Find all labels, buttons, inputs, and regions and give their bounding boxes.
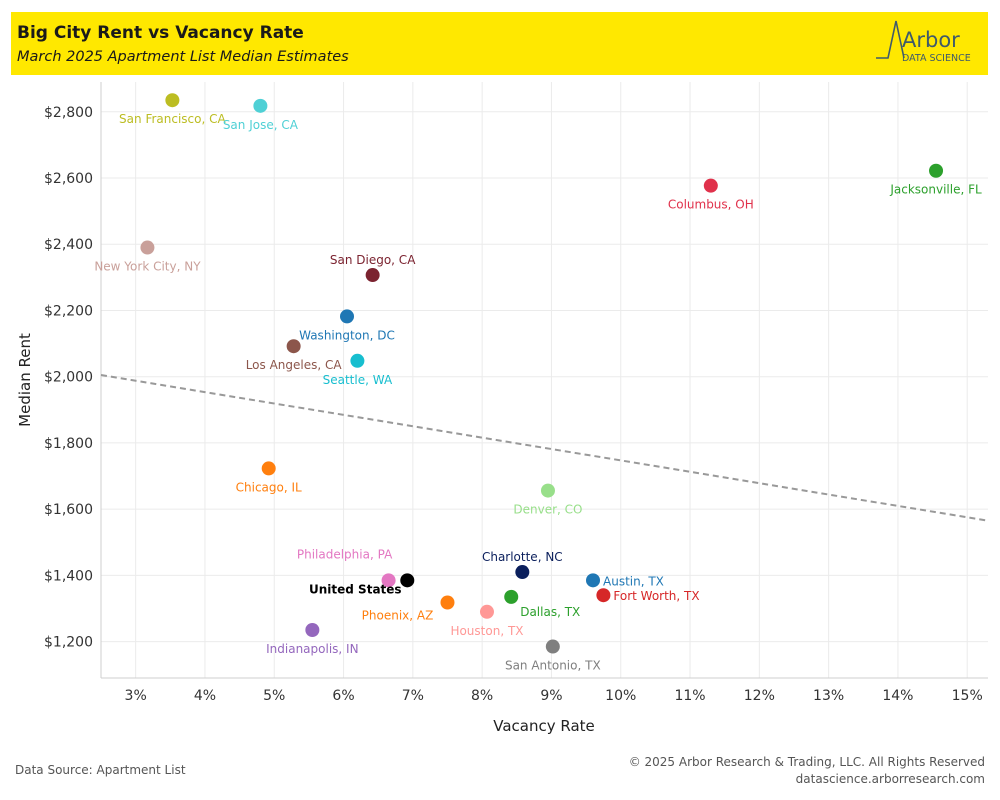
- logo-tagline: DATA SCIENCE: [902, 53, 971, 64]
- point-label: Denver, CO: [513, 503, 582, 517]
- x-tick-label: 3%: [125, 688, 147, 704]
- data-source: Data Source: Apartment List: [15, 763, 186, 777]
- y-tick-label: $2,200: [44, 303, 93, 319]
- x-tick-label: 4%: [194, 688, 216, 704]
- x-tick-label: 9%: [540, 688, 562, 704]
- x-tick-label: 5%: [263, 688, 285, 704]
- data-point[interactable]: [140, 240, 155, 255]
- x-tick-label: 10%: [605, 688, 636, 704]
- header-banner: Big City Rent vs Vacancy Rate March 2025…: [11, 12, 988, 75]
- chart-title: Big City Rent vs Vacancy Rate: [17, 23, 304, 43]
- point-label: Columbus, OH: [668, 198, 754, 212]
- data-point[interactable]: [479, 604, 494, 619]
- chart-grid: [101, 82, 988, 678]
- point-label: Austin, TX: [603, 574, 664, 588]
- data-point[interactable]: [350, 353, 365, 368]
- point-label: New York City, NY: [94, 260, 201, 274]
- data-point[interactable]: [703, 178, 718, 193]
- x-tick-label: 7%: [402, 688, 424, 704]
- data-point[interactable]: [929, 163, 944, 178]
- point-label: San Diego, CA: [330, 253, 416, 267]
- trend-line-group: [100, 374, 989, 522]
- data-point[interactable]: [440, 595, 455, 610]
- website-link[interactable]: datascience.arborresearch.com: [795, 772, 985, 786]
- point-label: Phoenix, AZ: [362, 609, 434, 623]
- arbor-logo: Arbor DATA SCIENCE: [876, 20, 971, 64]
- point-label: Seattle, WA: [323, 373, 393, 387]
- point-label: Chicago, IL: [236, 480, 302, 494]
- data-point[interactable]: [261, 461, 276, 476]
- data-point[interactable]: [165, 93, 180, 108]
- point-label: Philadelphia, PA: [297, 547, 393, 561]
- data-point[interactable]: [545, 639, 560, 654]
- chart-axes: 3% 4% 5% 6% 7% 8% 9% 10% 11% 12% 13% 14% 15% $1,200 $1…: [44, 82, 988, 704]
- data-point[interactable]: [596, 588, 611, 603]
- data-point[interactable]: [515, 565, 530, 580]
- y-tick-label: $2,600: [44, 171, 93, 187]
- y-tick-label: $1,600: [44, 502, 93, 518]
- x-tick-label: 11%: [674, 688, 705, 704]
- point-label: Jacksonville, FL: [889, 183, 982, 197]
- data-point[interactable]: [286, 339, 301, 354]
- x-tick-label: 14%: [882, 688, 913, 704]
- point-label: San Francisco, CA: [119, 112, 226, 126]
- data-point[interactable]: [305, 622, 320, 637]
- chart-subtitle: March 2025 Apartment List Median Estimat…: [17, 49, 349, 65]
- y-tick-label: $2,400: [44, 237, 93, 253]
- point-label: San Antonio, TX: [505, 659, 601, 673]
- copyright-block: © 2025 Arbor Research & Trading, LLC. Al…: [629, 754, 985, 788]
- data-point[interactable]: [340, 309, 355, 324]
- data-point[interactable]: [504, 589, 519, 604]
- y-tick-label: $1,400: [44, 568, 93, 584]
- x-tick-label: 6%: [332, 688, 354, 704]
- data-point[interactable]: [400, 573, 415, 588]
- data-point[interactable]: [586, 573, 601, 588]
- x-tick-label: 12%: [744, 688, 775, 704]
- y-tick-label: $2,800: [44, 105, 93, 121]
- logo-mark-icon: [876, 20, 905, 59]
- point-label: Los Angeles, CA: [246, 358, 343, 372]
- data-point[interactable]: [365, 268, 380, 283]
- copyright-text: © 2025 Arbor Research & Trading, LLC. Al…: [628, 755, 985, 769]
- y-tick-label: $1,200: [44, 635, 93, 651]
- x-axis-label: Vacancy Rate: [493, 717, 595, 735]
- point-label: San Jose, CA: [223, 118, 299, 132]
- point-label: United States: [309, 582, 402, 596]
- point-label: Charlotte, NC: [482, 550, 563, 564]
- point-label: Dallas, TX: [520, 605, 580, 619]
- logo-word: Arbor: [902, 28, 960, 52]
- data-point[interactable]: [381, 573, 396, 588]
- y-axis-label: Median Rent: [16, 333, 34, 427]
- data-point[interactable]: [253, 98, 268, 113]
- x-tick-label: 8%: [471, 688, 493, 704]
- point-label: Fort Worth, TX: [613, 589, 699, 603]
- point-label: Houston, TX: [450, 624, 523, 638]
- y-tick-label: $1,800: [44, 436, 93, 452]
- x-tick-label: 15%: [952, 688, 983, 704]
- trend-line: [100, 374, 989, 522]
- data-points: [140, 93, 944, 654]
- point-label: Washington, DC: [299, 328, 395, 342]
- data-point[interactable]: [540, 483, 555, 498]
- y-tick-label: $2,000: [44, 370, 93, 386]
- point-label: Indianapolis, IN: [266, 642, 358, 656]
- x-tick-label: 13%: [813, 688, 844, 704]
